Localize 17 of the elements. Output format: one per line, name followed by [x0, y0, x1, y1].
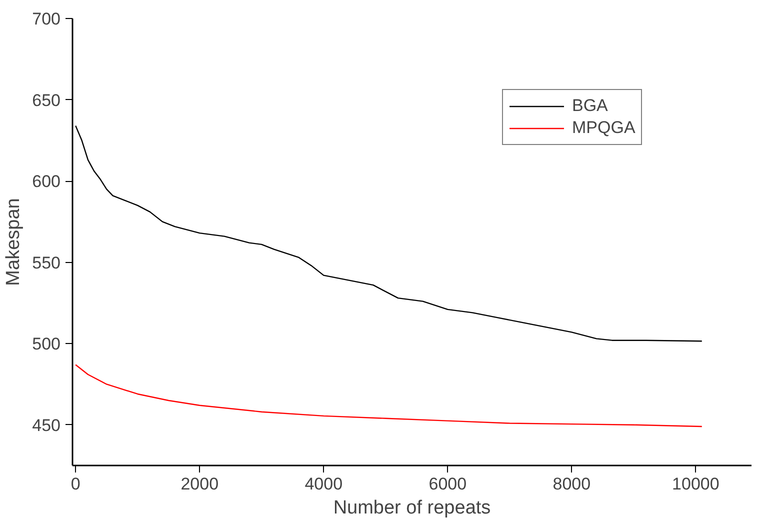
legend-label: BGA: [572, 96, 608, 116]
y-tick-label: 600: [32, 172, 61, 192]
x-tick-label: 4000: [304, 474, 343, 494]
y-tick-label: 650: [32, 90, 61, 110]
y-tick-label: 450: [32, 416, 61, 435]
x-tick-label: 0: [70, 474, 80, 494]
y-tick-label: 550: [32, 253, 61, 272]
line-series: [75, 364, 702, 428]
x-tick-label: 2000: [180, 474, 219, 494]
y-axis-title: Makespan: [3, 198, 24, 286]
x-tick-label: 6000: [428, 474, 467, 494]
legend-label: MPQGA: [572, 118, 636, 138]
x-tick-label: 8000: [552, 474, 591, 494]
x-axis-title: Number of repeats: [333, 498, 491, 518]
y-tick-label: 700: [32, 10, 61, 28]
x-tick-label: 10000: [672, 474, 720, 494]
y-tick-label: 500: [32, 334, 61, 354]
